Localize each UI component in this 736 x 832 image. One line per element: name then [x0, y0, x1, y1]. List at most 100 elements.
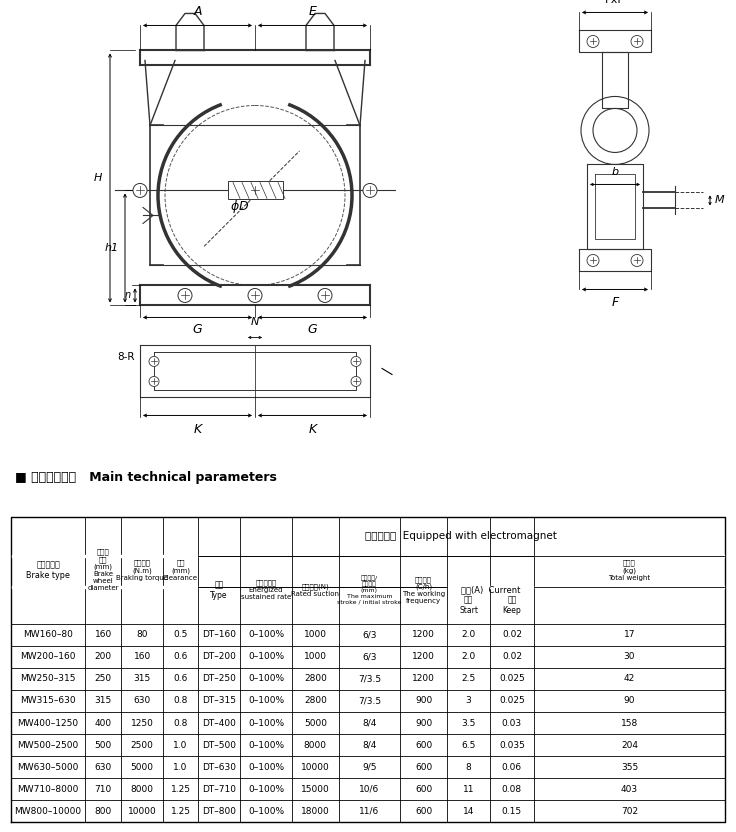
Text: 3.5: 3.5	[461, 719, 475, 727]
Text: 8000: 8000	[304, 740, 327, 750]
Circle shape	[587, 255, 599, 266]
Text: 0.025: 0.025	[499, 675, 525, 683]
Text: 600: 600	[415, 763, 432, 772]
Text: MW250–315: MW250–315	[21, 675, 76, 683]
Circle shape	[248, 289, 262, 303]
Text: 型号
Type: 型号 Type	[210, 580, 228, 600]
Circle shape	[587, 36, 599, 47]
Text: 500: 500	[95, 740, 112, 750]
Text: 起动
Start: 起动 Start	[459, 596, 478, 615]
Text: 2800: 2800	[304, 675, 327, 683]
Text: 10/6: 10/6	[359, 785, 380, 794]
Text: 8000: 8000	[131, 785, 154, 794]
Text: 7/3.5: 7/3.5	[358, 675, 381, 683]
Text: 1200: 1200	[412, 630, 435, 639]
Text: 1200: 1200	[412, 675, 435, 683]
Circle shape	[149, 356, 159, 366]
Text: 2500: 2500	[131, 740, 154, 750]
Text: 160: 160	[95, 630, 112, 639]
Text: 最大行程/
初始行程
(mm)
The maximum
stroke / initial stroke: 最大行程/ 初始行程 (mm) The maximum stroke / ini…	[337, 575, 402, 605]
Circle shape	[363, 184, 377, 197]
Text: 0.6: 0.6	[173, 675, 188, 683]
Text: 400: 400	[95, 719, 112, 727]
Text: 200: 200	[95, 652, 112, 661]
Text: b: b	[612, 167, 618, 177]
Text: 5000: 5000	[131, 763, 154, 772]
Text: 退距
(mm)
Clearance: 退距 (mm) Clearance	[163, 560, 198, 581]
Text: 1000: 1000	[304, 652, 327, 661]
Text: K: K	[194, 423, 202, 437]
Text: DT–400: DT–400	[202, 719, 236, 727]
Text: 600: 600	[415, 807, 432, 816]
Circle shape	[248, 184, 262, 197]
Circle shape	[133, 184, 147, 197]
Text: MW630–5000: MW630–5000	[18, 763, 79, 772]
Text: 1250: 1250	[131, 719, 154, 727]
Text: 2.5: 2.5	[461, 675, 475, 683]
Text: 900: 900	[415, 696, 432, 706]
Text: DT–160: DT–160	[202, 630, 236, 639]
Text: 6.5: 6.5	[461, 740, 475, 750]
Text: MW315–630: MW315–630	[21, 696, 76, 706]
Text: 600: 600	[415, 740, 432, 750]
Text: 工作频率
(C/h)
The working
frequency: 工作频率 (C/h) The working frequency	[402, 576, 445, 604]
Text: 15000: 15000	[301, 785, 330, 794]
Text: 保持
Keep: 保持 Keep	[503, 596, 521, 615]
Text: 6/3: 6/3	[362, 652, 377, 661]
Text: 制動力矩
(N.m)
Braking torque: 制動力矩 (N.m) Braking torque	[116, 560, 169, 581]
Text: MW500–2500: MW500–2500	[18, 740, 79, 750]
Text: 3: 3	[466, 696, 472, 706]
Text: MW160–80: MW160–80	[23, 630, 73, 639]
Text: 0–100%: 0–100%	[248, 785, 284, 794]
Text: 0.06: 0.06	[502, 763, 522, 772]
Circle shape	[351, 356, 361, 366]
Circle shape	[631, 255, 643, 266]
Text: 0.8: 0.8	[173, 696, 188, 706]
Text: 2.0: 2.0	[461, 652, 475, 661]
Text: 355: 355	[621, 763, 638, 772]
Text: 0–100%: 0–100%	[248, 696, 284, 706]
Text: 6/3: 6/3	[362, 630, 377, 639]
Text: 10000: 10000	[128, 807, 157, 816]
Text: N: N	[251, 318, 259, 328]
Text: 5000: 5000	[304, 719, 327, 727]
Text: 17: 17	[623, 630, 635, 639]
Text: 电流(A)  Current: 电流(A) Current	[461, 586, 520, 595]
Text: 11: 11	[463, 785, 475, 794]
Circle shape	[351, 376, 361, 386]
Text: MW710–8000: MW710–8000	[18, 785, 79, 794]
Text: H: H	[93, 173, 102, 183]
Text: 0–100%: 0–100%	[248, 807, 284, 816]
Text: 18000: 18000	[301, 807, 330, 816]
Text: h1: h1	[105, 243, 119, 253]
Text: 1200: 1200	[412, 652, 435, 661]
Text: 630: 630	[134, 696, 151, 706]
Text: K: K	[308, 423, 316, 437]
Text: DT–630: DT–630	[202, 763, 236, 772]
Text: 0.035: 0.035	[499, 740, 525, 750]
Text: 0.08: 0.08	[502, 785, 522, 794]
Text: 0–100%: 0–100%	[248, 763, 284, 772]
Text: 90: 90	[623, 696, 635, 706]
Text: DT–200: DT–200	[202, 652, 236, 661]
Text: 0–100%: 0–100%	[248, 740, 284, 750]
Text: 7/3.5: 7/3.5	[358, 696, 381, 706]
Text: MW200–160: MW200–160	[21, 652, 76, 661]
Text: 0.15: 0.15	[502, 807, 522, 816]
Text: 10000: 10000	[301, 763, 330, 772]
Text: 8: 8	[466, 763, 472, 772]
Text: 8-R: 8-R	[118, 353, 135, 363]
Text: 250: 250	[95, 675, 112, 683]
Circle shape	[318, 289, 332, 303]
Text: 11/6: 11/6	[359, 807, 380, 816]
Text: $\phi$D: $\phi$D	[230, 199, 250, 215]
Text: 0.03: 0.03	[502, 719, 522, 727]
Text: M: M	[715, 196, 725, 206]
Text: 总重量
(kg)
Total weight: 总重量 (kg) Total weight	[609, 560, 651, 581]
Text: 0–100%: 0–100%	[248, 675, 284, 683]
Circle shape	[631, 36, 643, 47]
Text: 0.5: 0.5	[173, 630, 188, 639]
Text: 80: 80	[136, 630, 148, 639]
Text: A: A	[194, 6, 202, 18]
Text: 0–100%: 0–100%	[248, 719, 284, 727]
